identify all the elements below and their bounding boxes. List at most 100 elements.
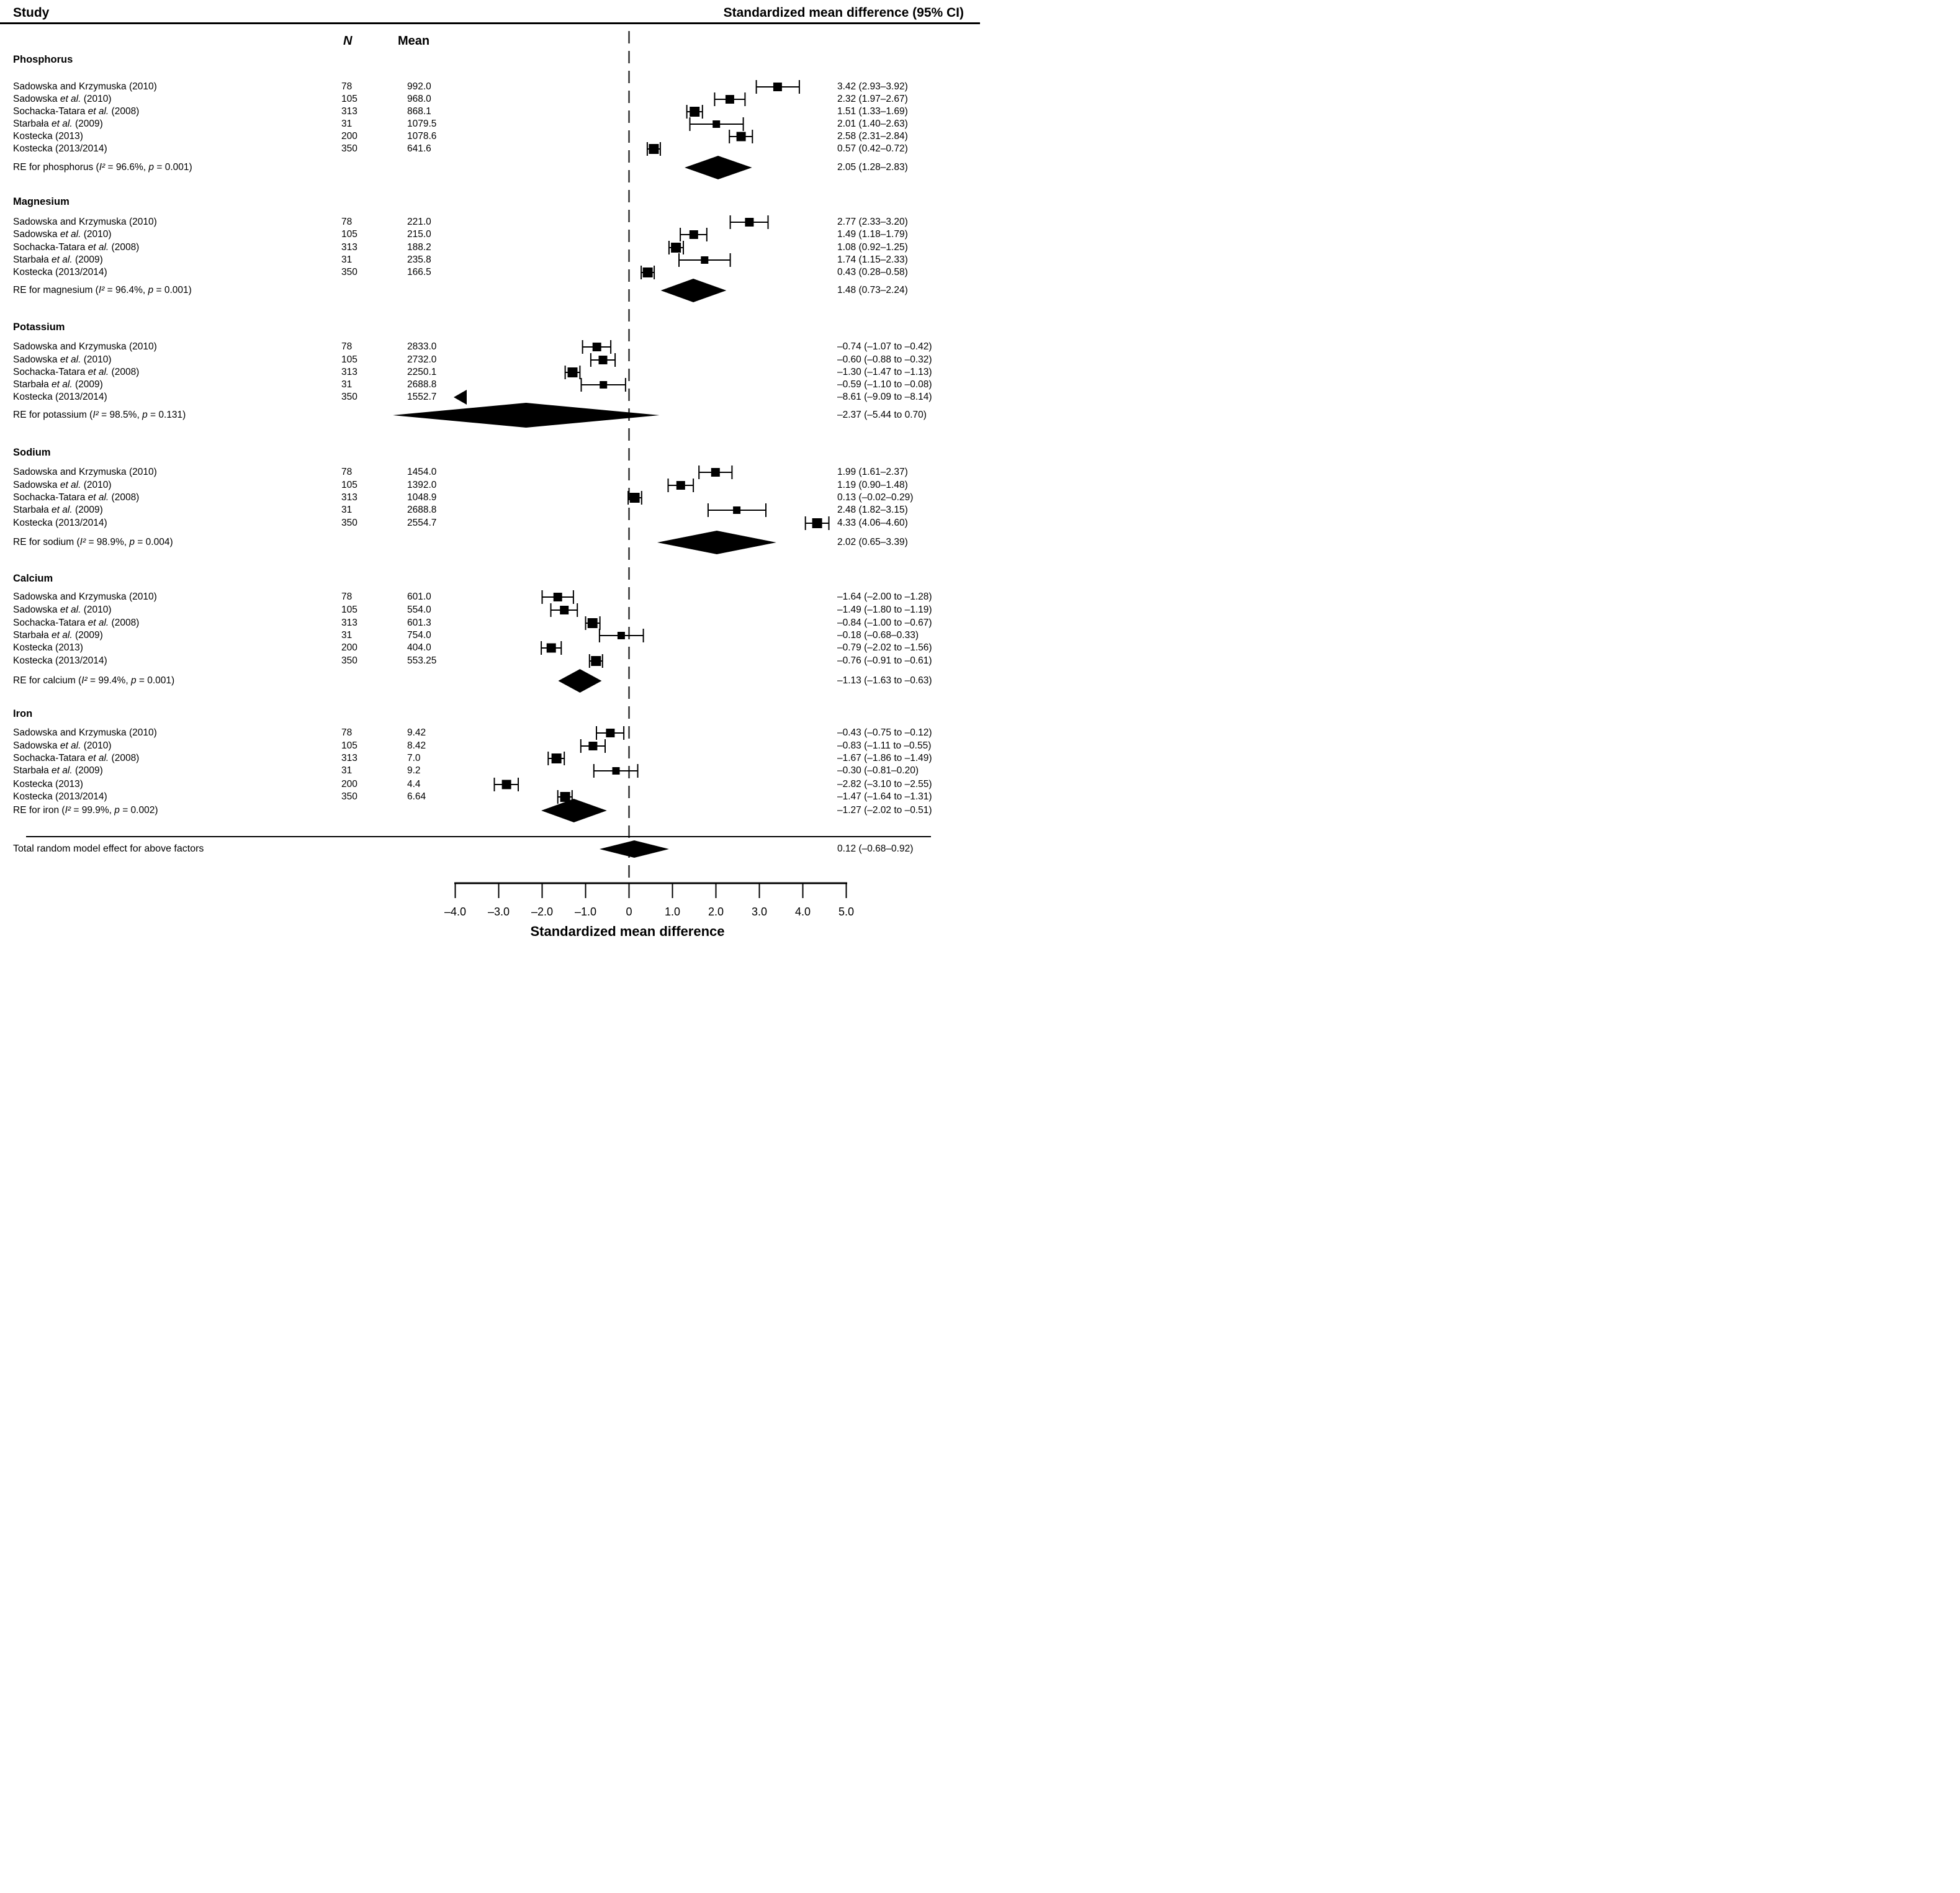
re-ci-text: 2.05 (1.28–2.83): [837, 162, 908, 173]
label-segment: Sochacka-Tatara: [13, 492, 88, 503]
study-n: 105: [341, 94, 357, 104]
x-tick-label: 1.0: [664, 906, 681, 918]
point-estimate-square: [617, 632, 625, 639]
study-row-label: Sochacka-Tatara et al. (2008): [13, 106, 139, 118]
study-ci-text: 1.74 (1.15–2.33): [837, 254, 908, 265]
point-estimate-square: [588, 742, 598, 750]
label-segment: Starbała: [13, 379, 52, 390]
offscale-arrow-left: [454, 390, 467, 405]
study-ci-text: –0.60 (–0.88 to –0.32): [837, 354, 932, 365]
label-segment: et al.: [60, 480, 81, 490]
label-segment: Sadowska and Krzymuska (2010): [13, 81, 157, 92]
label-segment: = 0.001): [153, 285, 192, 295]
study-n: 78: [341, 81, 353, 92]
study-mean: 641.6: [407, 143, 431, 154]
study-ci-text: –0.79 (–2.02 to –1.56): [837, 642, 932, 653]
label-segment: Sadowska: [13, 94, 60, 104]
x-tick-label: –3.0: [487, 906, 510, 918]
study-ci-text: 2.48 (1.82–3.15): [837, 505, 908, 515]
label-segment: Sochacka-Tatara: [13, 242, 88, 253]
label-segment: et al.: [60, 354, 81, 365]
label-segment: I²: [92, 410, 99, 420]
study-row-label: Sadowska and Krzymuska (2010): [13, 341, 157, 353]
label-segment: p: [142, 410, 148, 420]
study-row-label: Starbała et al. (2009): [13, 254, 103, 266]
study-ci-text: –1.47 (–1.64 to –1.31): [837, 791, 932, 802]
label-segment: et al.: [88, 618, 109, 628]
x-axis-title: Standardized mean difference: [530, 924, 725, 939]
study-ci-text: 2.77 (2.33–3.20): [837, 217, 908, 227]
label-segment: Kostecka (2013/2014): [13, 655, 107, 666]
label-segment: et al.: [88, 492, 109, 503]
label-segment: (2008): [109, 753, 140, 763]
re-label: RE for phosphorus (I² = 96.6%, p = 0.001…: [13, 161, 192, 174]
column-header-n: N: [343, 34, 352, 48]
label-segment: RE for potassium (: [13, 410, 93, 420]
study-row-label: Kostecka (2013): [13, 778, 83, 791]
column-header-mean: Mean: [398, 34, 430, 48]
study-ci-text: 3.42 (2.93–3.92): [837, 81, 908, 92]
study-ci-text: 1.99 (1.61–2.37): [837, 467, 908, 477]
point-estimate-square: [501, 780, 511, 789]
label-segment: Starbała: [13, 119, 52, 129]
study-ci-text: –2.82 (–3.10 to –2.55): [837, 779, 932, 789]
label-segment: et al.: [52, 765, 73, 776]
re-diamond: [392, 403, 660, 428]
study-n: 350: [341, 392, 357, 402]
study-n: 200: [341, 642, 357, 653]
study-n: 313: [341, 367, 357, 377]
label-segment: Starbała: [13, 254, 52, 265]
point-estimate-square: [598, 356, 608, 364]
total-divider: [26, 836, 931, 837]
label-segment: = 96.4%,: [104, 285, 148, 295]
label-segment: (2009): [72, 379, 103, 390]
study-row-label: Kostecka (2013/2014): [13, 517, 107, 529]
section-header: Potassium: [13, 321, 65, 333]
study-n: 105: [341, 605, 357, 615]
study-row-label: Sochacka-Tatara et al. (2008): [13, 492, 139, 504]
study-mean: 1079.5: [407, 119, 437, 129]
study-row-label: Sadowska et al. (2010): [13, 740, 112, 752]
label-segment: Sadowska: [13, 740, 60, 751]
section-header: Sodium: [13, 447, 51, 458]
study-ci-text: –1.49 (–1.80 to –1.19): [837, 605, 932, 615]
study-row-label: Sadowska and Krzymuska (2010): [13, 466, 157, 479]
study-mean: 868.1: [407, 106, 431, 117]
study-mean: 992.0: [407, 81, 431, 92]
label-segment: Kostecka (2013/2014): [13, 143, 107, 154]
point-estimate-square: [690, 107, 700, 117]
label-segment: I²: [99, 162, 106, 173]
re-ci-text: –2.37 (–5.44 to 0.70): [837, 410, 927, 420]
label-segment: Kostecka (2013/2014): [13, 392, 107, 402]
label-segment: (2009): [72, 630, 103, 641]
re-diamond: [660, 279, 727, 302]
point-estimate-square: [812, 518, 822, 528]
label-segment: Sochacka-Tatara: [13, 618, 88, 628]
study-mean: 235.8: [407, 254, 431, 265]
study-row-label: Kostecka (2013/2014): [13, 266, 107, 279]
study-row-label: Sadowska and Krzymuska (2010): [13, 591, 157, 603]
point-estimate-square: [649, 144, 659, 154]
column-header-n-text: N: [343, 34, 353, 48]
point-estimate-square: [701, 256, 709, 264]
study-row-label: Kostecka (2013/2014): [13, 143, 107, 155]
label-segment: = 0.131): [147, 410, 186, 420]
study-ci-text: –1.30 (–1.47 to –1.13): [837, 367, 932, 377]
study-mean: 553.25: [407, 655, 437, 666]
label-segment: = 0.001): [154, 162, 192, 173]
label-segment: et al.: [60, 229, 81, 240]
label-segment: = 99.9%,: [71, 805, 115, 816]
study-n: 78: [341, 217, 353, 227]
study-n: 31: [341, 119, 353, 129]
label-segment: Sadowska and Krzymuska (2010): [13, 591, 157, 602]
study-row-label: Sadowska and Krzymuska (2010): [13, 727, 157, 739]
label-segment: (2009): [72, 765, 103, 776]
study-n: 31: [341, 379, 353, 390]
label-segment: Sadowska: [13, 605, 60, 615]
label-segment: et al.: [52, 630, 73, 641]
study-n: 78: [341, 467, 353, 477]
study-row-label: Sadowska et al. (2010): [13, 228, 112, 241]
re-label: RE for calcium (I² = 99.4%, p = 0.001): [13, 675, 174, 687]
point-estimate-square: [600, 381, 608, 389]
label-segment: Kostecka (2013/2014): [13, 518, 107, 528]
